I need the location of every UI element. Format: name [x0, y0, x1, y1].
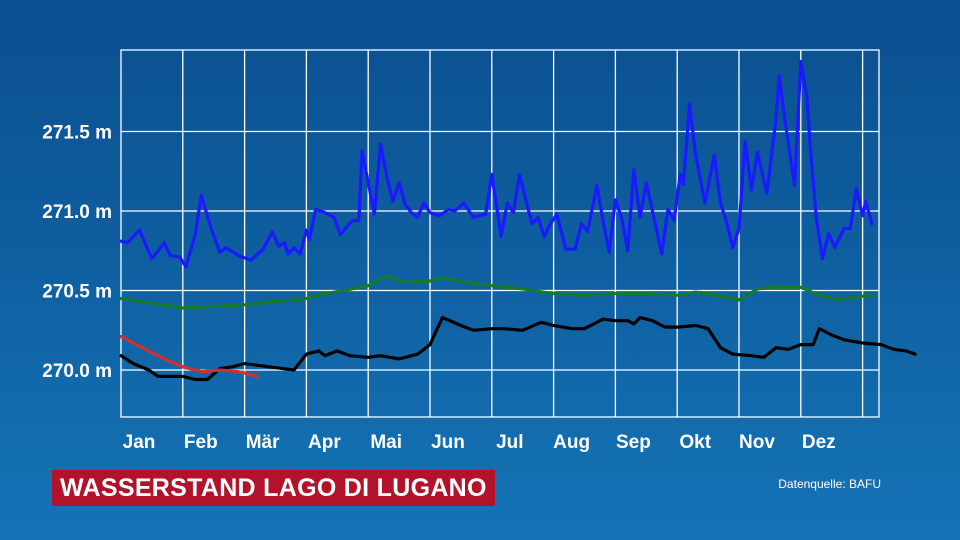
- y-tick-label: 271.5 m: [42, 123, 112, 144]
- series-lines: [119, 59, 917, 382]
- series-line-3: [119, 315, 917, 382]
- series-line-4: [119, 335, 259, 378]
- x-tick-label: Jun: [431, 432, 465, 453]
- x-tick-label: Apr: [308, 432, 341, 453]
- x-tick-label: Sep: [616, 432, 651, 453]
- x-tick-label: Jul: [496, 432, 523, 453]
- data-source: Datenquelle: BAFU: [778, 477, 881, 491]
- x-tick-label: Nov: [739, 432, 775, 453]
- x-tick-label: Mai: [370, 432, 402, 453]
- x-tick-label: Okt: [679, 432, 711, 453]
- y-tick-label: 270.5 m: [42, 282, 112, 303]
- x-tick-label: Mär: [246, 432, 280, 453]
- x-tick-label: Feb: [184, 432, 218, 453]
- plot-frame: [120, 49, 880, 418]
- x-tick-label: Aug: [553, 432, 590, 453]
- x-tick-label: Jan: [123, 432, 156, 453]
- y-axis-ticks: 270.0 m 270.5 m 271.0 m 271.5 m: [42, 123, 112, 383]
- chart-title-box: WASSERSTAND LAGO DI LUGANO: [52, 470, 495, 506]
- series-line-2: [119, 274, 874, 310]
- x-axis-ticks: Jan Feb Mär Apr Mai Jun Jul Aug Sep Okt Nov Dez: [123, 432, 836, 453]
- y-tick-label: 271.0 m: [42, 202, 112, 223]
- chart-title: WASSERSTAND LAGO DI LUGANO: [60, 473, 487, 502]
- series-line-1: [119, 59, 874, 269]
- y-tick-label: 270.0 m: [42, 361, 112, 382]
- x-tick-label: Dez: [802, 432, 836, 453]
